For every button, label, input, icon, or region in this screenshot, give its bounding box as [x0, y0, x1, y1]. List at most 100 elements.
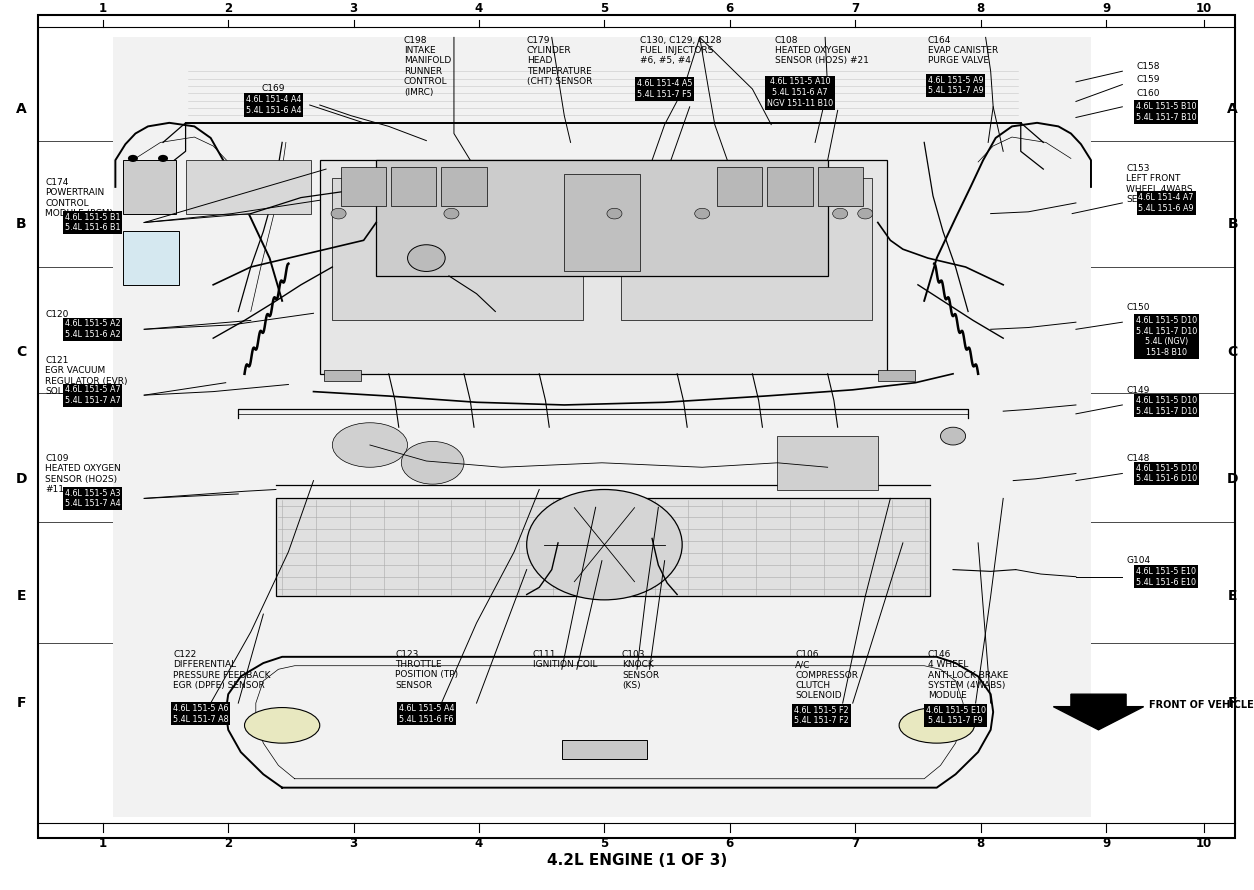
Bar [564, 174, 640, 271]
Text: C179
CYLINDER
HEAD
TEMPERATURE
(CHT) SENSOR: C179 CYLINDER HEAD TEMPERATURE (CHT) SEN… [527, 36, 592, 86]
Bar [123, 231, 179, 285]
Text: 4.6L 151-5 A10
5.4L 151-6 A7
NGV 151-11 B10: 4.6L 151-5 A10 5.4L 151-6 A7 NGV 151-11 … [767, 77, 833, 108]
Text: C123
THROTTLE
POSITION (TP)
SENSOR: C123 THROTTLE POSITION (TP) SENSOR [395, 650, 458, 690]
Bar [113, 37, 1091, 817]
Text: 10: 10 [1196, 837, 1211, 850]
Text: 2: 2 [224, 837, 232, 850]
Text: C169: C169 [262, 84, 285, 93]
Text: 4.2L ENGINE (1 OF 3): 4.2L ENGINE (1 OF 3) [547, 854, 727, 868]
Bar [332, 178, 583, 320]
Bar [341, 167, 386, 206]
Text: C146
4 WHEEL
ANTI-LOCK BRAKE
SYSTEM (4WABS)
MODULE: C146 4 WHEEL ANTI-LOCK BRAKE SYSTEM (4WA… [928, 650, 1008, 700]
Text: C148: C148 [1126, 454, 1150, 463]
Text: 4: 4 [475, 837, 483, 850]
Text: E: E [1228, 589, 1238, 603]
Text: D: D [15, 472, 28, 486]
Circle shape [444, 208, 459, 219]
Text: 1: 1 [99, 837, 107, 850]
Text: 5: 5 [601, 3, 608, 15]
Text: C106
A/C
COMPRESSOR
CLUTCH
SOLENOID: C106 A/C COMPRESSOR CLUTCH SOLENOID [795, 650, 858, 700]
Bar [324, 370, 361, 381]
Text: 1: 1 [99, 3, 107, 15]
Circle shape [158, 155, 168, 162]
Text: 4.6L 151-5 B1
5.4L 151-6 B1: 4.6L 151-5 B1 5.4L 151-6 B1 [65, 213, 120, 232]
Text: 7: 7 [851, 3, 859, 15]
Ellipse shape [245, 708, 320, 743]
Text: C153
LEFT FRONT
WHEEL 4WABS
SENSOR: C153 LEFT FRONT WHEEL 4WABS SENSOR [1126, 164, 1193, 204]
Bar [391, 167, 436, 206]
Bar [320, 160, 887, 374]
Text: 2: 2 [224, 3, 232, 15]
Text: C159: C159 [1136, 75, 1160, 84]
Text: G104: G104 [1126, 556, 1150, 565]
Circle shape [527, 490, 682, 600]
Ellipse shape [899, 708, 974, 743]
Bar [767, 167, 813, 206]
Text: C158: C158 [1136, 62, 1160, 71]
Text: C122
DIFFERENTIAL
PRESSURE FEEDBACK
EGR (DPFE) SENSOR: C122 DIFFERENTIAL PRESSURE FEEDBACK EGR … [173, 650, 271, 690]
Polygon shape [1053, 694, 1144, 730]
Text: FRONT OF VEHICLE: FRONT OF VEHICLE [1149, 700, 1254, 710]
Text: C111
IGNITION COIL: C111 IGNITION COIL [533, 650, 597, 669]
Text: 4.6L 151-5 A6
5.4L 151-7 A8: 4.6L 151-5 A6 5.4L 151-7 A8 [173, 704, 228, 724]
Text: 4.6L 151-4 A4
5.4L 151-6 A4: 4.6L 151-4 A4 5.4L 151-6 A4 [246, 95, 301, 115]
Bar [621, 178, 872, 320]
Text: C121
EGR VACUUM
REGULATOR (EVR)
SOLENOID: C121 EGR VACUUM REGULATOR (EVR) SOLENOID [45, 356, 128, 396]
Text: D: D [1226, 472, 1239, 486]
Text: 8: 8 [977, 3, 984, 15]
Text: A: A [1228, 101, 1238, 116]
Text: C: C [1228, 344, 1238, 359]
Bar [818, 167, 863, 206]
Text: 6: 6 [726, 837, 734, 850]
Text: C108
HEATED OXYGEN
SENSOR (HO2S) #21: C108 HEATED OXYGEN SENSOR (HO2S) #21 [775, 36, 869, 65]
Text: C149: C149 [1126, 386, 1150, 395]
Text: C174
POWERTRAIN
CONTROL
MODULE (PCM): C174 POWERTRAIN CONTROL MODULE (PCM) [45, 178, 113, 218]
Bar [276, 498, 930, 596]
Text: C164
EVAP CANISTER
PURGE VALVE: C164 EVAP CANISTER PURGE VALVE [928, 36, 998, 65]
Text: 4.6L 151-5 A9
5.4L 151-7 A9: 4.6L 151-5 A9 5.4L 151-7 A9 [928, 76, 983, 95]
Circle shape [408, 245, 445, 271]
Text: 4.6L 151-5 A7
5.4L 151-7 A7: 4.6L 151-5 A7 5.4L 151-7 A7 [65, 385, 120, 405]
Text: C160: C160 [1136, 89, 1160, 98]
Text: C130, C129, C128
FUEL INJECTORS
#6, #5, #4: C130, C129, C128 FUEL INJECTORS #6, #5, … [640, 36, 721, 65]
Text: 4.6L 151-5 B10
5.4L 151-7 B10: 4.6L 151-5 B10 5.4L 151-7 B10 [1136, 102, 1196, 122]
Text: C198
INTAKE
MANIFOLD
RUNNER
CONTROL
(IMRC): C198 INTAKE MANIFOLD RUNNER CONTROL (IMR… [404, 36, 451, 97]
Text: 9: 9 [1102, 837, 1110, 850]
Text: C103
KNOCK
SENSOR
(KS): C103 KNOCK SENSOR (KS) [622, 650, 660, 690]
Bar [562, 740, 647, 759]
Text: C109
HEATED OXYGEN
SENSOR (HO2S)
#11: C109 HEATED OXYGEN SENSOR (HO2S) #11 [45, 454, 120, 494]
Bar [717, 167, 762, 206]
Bar [123, 160, 176, 214]
Text: C: C [16, 344, 26, 359]
Text: 4.6L 151-4 A5
5.4L 151-7 F5: 4.6L 151-4 A5 5.4L 151-7 F5 [637, 79, 692, 99]
Text: 8: 8 [977, 837, 984, 850]
Circle shape [940, 427, 966, 445]
Text: 10: 10 [1196, 3, 1211, 15]
Text: 7: 7 [851, 837, 859, 850]
Ellipse shape [332, 423, 408, 467]
Text: 4.6L 151-4 A7
5.4L 151-6 A9: 4.6L 151-4 A7 5.4L 151-6 A9 [1139, 193, 1194, 213]
Text: 3: 3 [350, 837, 357, 850]
Text: 4.6L 151-5 E10
5.4L 151-6 E10: 4.6L 151-5 E10 5.4L 151-6 E10 [1136, 567, 1196, 587]
Text: 5: 5 [601, 837, 608, 850]
Text: 4.6L 151-5 E10
5.4L 151-7 F9: 4.6L 151-5 E10 5.4L 151-7 F9 [925, 706, 986, 725]
Text: F: F [1228, 696, 1238, 710]
Text: E: E [16, 589, 26, 603]
Text: 6: 6 [726, 3, 734, 15]
Circle shape [331, 208, 346, 219]
Bar [878, 370, 915, 381]
Text: B: B [16, 217, 26, 231]
Text: 4.6L 151-5 A2
5.4L 151-6 A2: 4.6L 151-5 A2 5.4L 151-6 A2 [65, 320, 120, 339]
Text: 4.6L 151-5 D10
5.4L 151-7 D10
5.4L (NGV)
151-8 B10: 4.6L 151-5 D10 5.4L 151-7 D10 5.4L (NGV)… [1136, 316, 1196, 357]
Bar [441, 167, 487, 206]
Text: 9: 9 [1102, 3, 1110, 15]
Circle shape [833, 208, 848, 219]
Text: 4.6L 151-5 A4
5.4L 151-6 F6: 4.6L 151-5 A4 5.4L 151-6 F6 [399, 704, 454, 724]
Bar [376, 160, 828, 276]
Circle shape [695, 208, 710, 219]
Text: F: F [16, 696, 26, 710]
Circle shape [607, 208, 622, 219]
Text: B: B [1228, 217, 1238, 231]
Text: A: A [16, 101, 26, 116]
Text: 4.6L 151-5 D10
5.4L 151-7 D10: 4.6L 151-5 D10 5.4L 151-7 D10 [1136, 396, 1196, 416]
